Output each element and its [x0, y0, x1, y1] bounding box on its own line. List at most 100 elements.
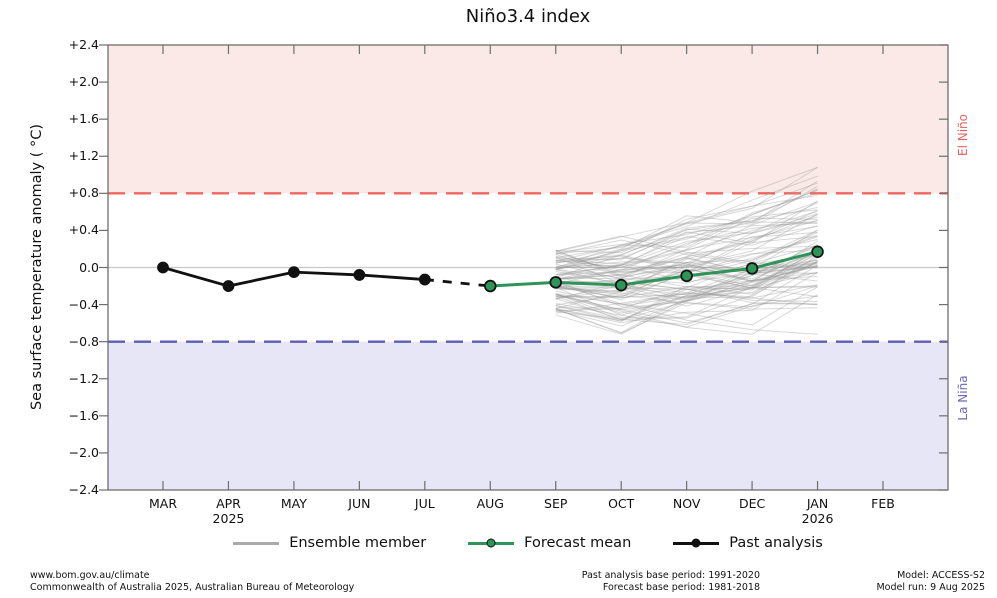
ensemble-member-line: [555, 200, 818, 263]
ensemble-member-line: [555, 209, 818, 276]
ensemble-member-line: [555, 217, 818, 279]
forecast-mean-marker: [680, 269, 693, 283]
y-tick-label: +1.6: [68, 111, 99, 127]
ensemble-member-line: [555, 263, 818, 314]
legend-label-ensemble: Ensemble member: [289, 535, 427, 551]
ensemble-member-line: [555, 185, 818, 255]
ensemble-member-line: [555, 302, 818, 326]
forecast-mean-line: [490, 250, 818, 288]
footer-model: Model: ACCESS-S2: [897, 570, 985, 581]
ensemble-member-line: [555, 286, 818, 320]
ensemble-member-line: [555, 220, 818, 271]
ensemble-member-line: [555, 214, 818, 293]
ensemble-member-line: [555, 294, 818, 335]
legend-item-past: Past analysis: [673, 535, 823, 551]
footer-copyright: Commonwealth of Australia 2025, Australi…: [30, 582, 355, 594]
footer-attribution: www.bom.gov.au/climate Commonwealth of A…: [30, 570, 354, 595]
x-tick-label: JAN: [806, 496, 829, 511]
ensemble-member-line: [555, 222, 818, 276]
la-nina-band: [108, 341, 948, 490]
ensemble-member-line: [555, 249, 818, 319]
past-marker-icon: [691, 538, 701, 548]
footer-site-url: www.bom.gov.au/climate: [30, 570, 150, 581]
legend-label-past: Past analysis: [729, 535, 823, 551]
ensemble-member-line: [555, 249, 818, 281]
x-tick-label: MAY: [280, 496, 307, 511]
x-year-label: 2025: [212, 511, 245, 526]
y-tick-label: −1.2: [68, 370, 99, 386]
ensemble-member-line: [555, 248, 818, 290]
ensemble-member-line: [555, 244, 818, 299]
forecast-mean-marker: [484, 279, 497, 293]
ensemble-member-line: [555, 252, 818, 299]
past-analysis-dashed-line: [424, 278, 491, 288]
legend: Ensemble member Forecast mean Past analy…: [108, 535, 948, 551]
chart-title: Niño3.4 index: [465, 6, 591, 27]
y-tick-label: 0.0: [79, 259, 99, 275]
ensemble-member-line: [555, 231, 818, 275]
y-tick-label: −1.6: [68, 407, 99, 423]
ensemble-member-line: [555, 258, 818, 298]
ensemble-member-line: [555, 243, 818, 327]
ensemble-member-line: [555, 264, 818, 324]
ensemble-member-line: [555, 287, 818, 307]
ensemble-member-line: [555, 271, 818, 324]
ensemble-member-line: [555, 210, 818, 268]
y-tick-label: −0.4: [68, 296, 99, 312]
ensemble-member-line: [555, 275, 818, 334]
y-tick-label: +2.4: [68, 37, 99, 52]
ensemble-member-line: [555, 201, 818, 280]
footer-past-base-period: Past analysis base period: 1991-2020: [581, 570, 760, 581]
footer-model-run: Model run: 9 Aug 2025: [876, 582, 985, 594]
ensemble-member-line: [555, 209, 818, 254]
ensemble-member-line: [555, 240, 818, 321]
ensemble-member-line: [555, 256, 818, 322]
y-tick-label: −2.0: [68, 444, 99, 460]
forecast-mean-marker: [614, 278, 628, 292]
x-tick-label: AUG: [476, 496, 504, 511]
y-tick-label: −0.8: [68, 333, 99, 349]
x-tick-label: JUL: [414, 496, 435, 511]
ensemble-member-line: [555, 286, 818, 328]
x-tick-label: APR: [216, 496, 241, 511]
ensemble-member-line: [555, 285, 818, 334]
y-tick-label: +1.2: [68, 148, 99, 164]
ensemble-member-line: [555, 264, 818, 299]
ensemble-member-line: [555, 280, 818, 291]
y-tick-label: +0.4: [68, 222, 99, 238]
ensemble-member-line: [555, 261, 818, 296]
ensemble-member-line: [555, 249, 818, 288]
footer-model-info: Model: ACCESS-S2 Model run: 9 Aug 2025: [876, 570, 985, 595]
y-axis-label: Sea surface temperature anomaly ( °C): [29, 123, 45, 411]
x-tick-label: MAR: [148, 496, 178, 511]
ensemble-member-line: [555, 266, 818, 296]
ensemble-member-line: [555, 192, 818, 269]
ensemble-member-line: [555, 213, 818, 285]
forecast-mean-marker: [745, 262, 759, 275]
x-tick-label: NOV: [672, 496, 701, 511]
el-nino-region-label: El Niño: [956, 114, 970, 156]
forecast-marker-icon: [486, 538, 496, 548]
forecast-mean-marker: [811, 245, 824, 258]
x-tick-label: SEP: [544, 496, 568, 511]
ensemble-member-line: [555, 234, 818, 270]
el-nino-band: [108, 45, 948, 194]
ensemble-member-line: [555, 288, 818, 322]
ensemble-member-line: [555, 257, 818, 283]
ensemble-member-line: [555, 264, 818, 335]
past-analysis-marker: [157, 261, 169, 274]
ensemble-member-line: [555, 232, 818, 263]
y-tick-label: +0.8: [68, 185, 99, 201]
ensemble-member-line: [555, 239, 818, 265]
past-analysis-marker: [288, 266, 300, 279]
past-analysis-marker: [418, 273, 431, 286]
x-tick-label: FEB: [871, 496, 895, 511]
ensemble-member-line: [555, 281, 818, 302]
forecast-line-swatch: [468, 538, 515, 548]
x-tick-label: DEC: [738, 496, 766, 511]
ensemble-member-line: [555, 188, 818, 264]
ensemble-member-line: [555, 251, 818, 309]
legend-label-forecast: Forecast mean: [524, 535, 632, 551]
ensemble-member-line: [555, 293, 818, 314]
footer-base-periods: Past analysis base period: 1991-2020 For…: [582, 570, 760, 595]
